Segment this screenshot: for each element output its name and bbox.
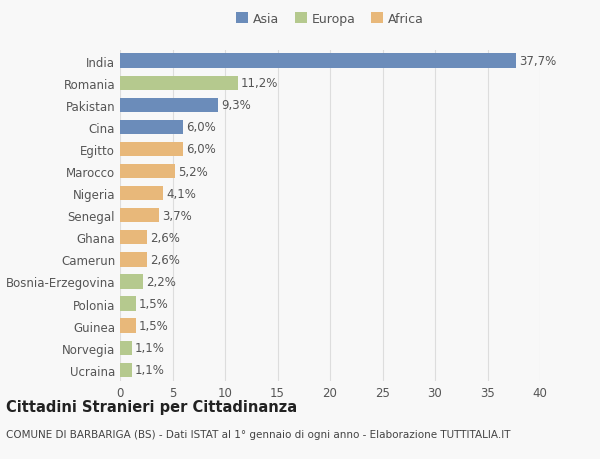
Text: 37,7%: 37,7% (519, 55, 556, 68)
Text: 1,5%: 1,5% (139, 319, 169, 332)
Bar (120, 341, 131, 355)
Bar (120, 297, 136, 311)
Bar (120, 319, 136, 333)
Text: 6,0%: 6,0% (186, 143, 216, 156)
Text: 4,1%: 4,1% (166, 187, 196, 200)
Bar (120, 142, 183, 157)
Bar (120, 54, 516, 69)
Text: 1,5%: 1,5% (139, 297, 169, 310)
Bar (120, 252, 148, 267)
Bar (120, 164, 175, 179)
Text: 1,1%: 1,1% (134, 341, 164, 354)
Text: 2,6%: 2,6% (151, 253, 181, 266)
Bar (120, 76, 238, 91)
Legend: Asia, Europa, Africa: Asia, Europa, Africa (231, 8, 429, 31)
Bar (120, 208, 159, 223)
Text: 2,2%: 2,2% (146, 275, 176, 288)
Bar (120, 98, 218, 113)
Text: 5,2%: 5,2% (178, 165, 208, 178)
Bar (120, 186, 163, 201)
Text: 3,7%: 3,7% (162, 209, 192, 222)
Text: 2,6%: 2,6% (151, 231, 181, 244)
Text: 1,1%: 1,1% (134, 364, 164, 376)
Text: Cittadini Stranieri per Cittadinanza: Cittadini Stranieri per Cittadinanza (6, 399, 297, 414)
Text: 11,2%: 11,2% (241, 77, 278, 90)
Text: 9,3%: 9,3% (221, 99, 251, 112)
Text: 6,0%: 6,0% (186, 121, 216, 134)
Bar (120, 120, 183, 135)
Bar (120, 363, 131, 377)
Text: COMUNE DI BARBARIGA (BS) - Dati ISTAT al 1° gennaio di ogni anno - Elaborazione : COMUNE DI BARBARIGA (BS) - Dati ISTAT al… (6, 429, 511, 439)
Bar (120, 230, 148, 245)
Bar (120, 274, 143, 289)
